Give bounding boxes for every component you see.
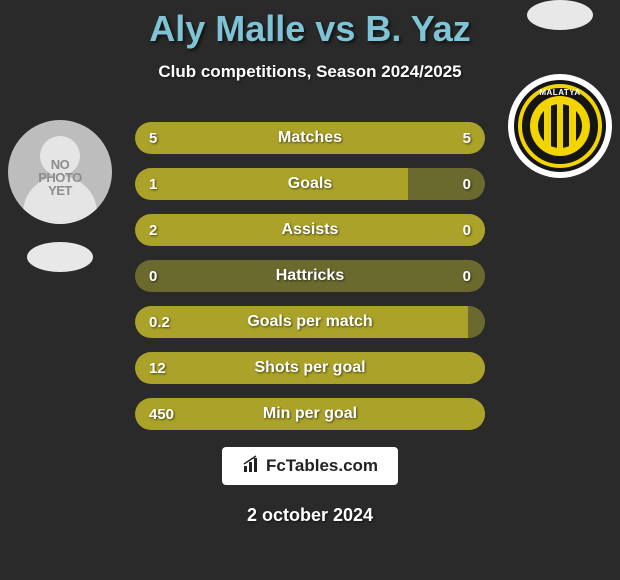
subtitle: Club competitions, Season 2024/2025 [0,62,620,82]
stat-label: Matches [135,122,485,154]
stat-label: Goals [135,168,485,200]
stat-row: 0.2Goals per match [135,306,485,338]
badge-stripes [538,104,582,148]
left-player-column: NO PHOTO YET [0,120,120,272]
stat-label: Min per goal [135,398,485,430]
footer-date: 2 october 2024 [0,505,620,526]
footer-site-name: FcTables.com [266,456,378,476]
no-photo-line3: YET [38,184,82,197]
stat-label: Shots per goal [135,352,485,384]
stat-row: 450Min per goal [135,398,485,430]
stat-row: 55Matches [135,122,485,154]
fctables-icon [242,454,262,479]
footer-logo[interactable]: FcTables.com [222,447,398,485]
left-club-badge [27,242,93,272]
right-club-badge: MALATYA [508,74,612,178]
stat-label: Goals per match [135,306,485,338]
stat-row: 12Shots per goal [135,352,485,384]
right-club-oval [527,0,593,30]
stat-row: 10Goals [135,168,485,200]
stat-row: 20Assists [135,214,485,246]
no-photo-label: NO PHOTO YET [38,158,82,197]
stat-label: Hattricks [135,260,485,292]
page-title: Aly Malle vs B. Yaz [0,0,620,50]
badge-text: MALATYA [508,88,612,97]
stats-bars: 55Matches 10Goals 20Assists 00Hattricks 0.2G… [135,122,485,444]
left-player-avatar: NO PHOTO YET [8,120,112,224]
stat-row: 00Hattricks [135,260,485,292]
stat-label: Assists [135,214,485,246]
right-player-column: MALATYA [500,120,620,178]
